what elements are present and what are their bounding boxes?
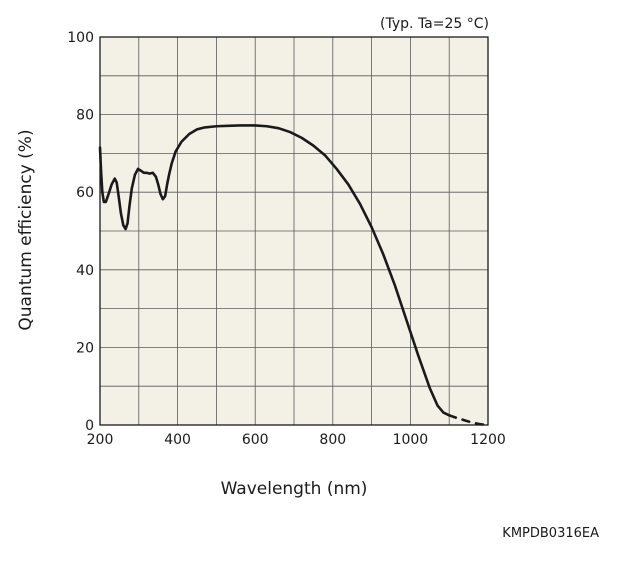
figure-code: KMPDB0316EA [502, 526, 599, 541]
grid-lines [100, 37, 488, 425]
y-axis-label: Quantum efficiency (%) [16, 129, 36, 330]
x-tick-label: 1200 [470, 432, 506, 448]
y-tick-label: 40 [76, 263, 94, 279]
qe-curve-line [98, 124, 451, 417]
plot-frame [99, 36, 489, 426]
x-tick-label: 400 [164, 432, 191, 448]
y-tick-label: 100 [67, 30, 94, 46]
x-axis-label: Wavelength (nm) [221, 479, 368, 499]
y-tick-label: 0 [85, 418, 94, 434]
y-tick-label: 20 [76, 340, 94, 356]
x-tick-label: 1000 [393, 432, 429, 448]
x-tick-labels: 200 400 600 800 1000 1200 [87, 432, 506, 448]
y-tick-label: 80 [76, 108, 94, 124]
y-tick-label: 60 [76, 185, 94, 201]
x-tick-label: 600 [242, 432, 269, 448]
y-tick-labels: 0 20 40 60 80 100 [67, 30, 94, 434]
x-tick-label: 200 [87, 432, 114, 448]
condition-annotation: (Typ. Ta=25 °C) [380, 16, 489, 32]
x-tick-label: 800 [319, 432, 346, 448]
